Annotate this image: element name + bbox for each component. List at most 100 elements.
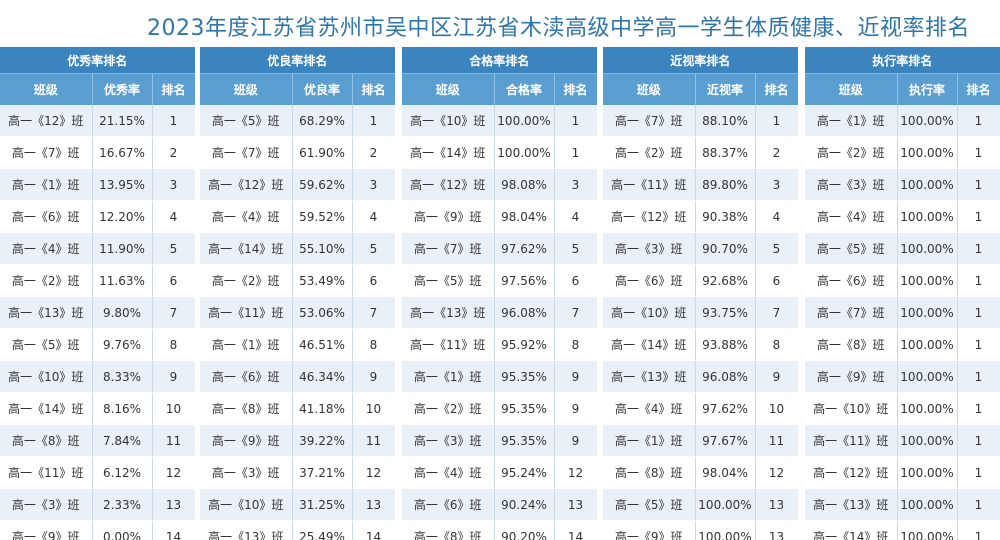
rate-cell: 21.15% (92, 105, 153, 137)
class-cell: 高一《6》班 (603, 264, 696, 297)
rate-cell: 8.33% (92, 360, 153, 393)
class-cell: 高一《12》班 (805, 456, 898, 489)
table-row: 高一《10》班 8.33% 9 (0, 360, 195, 393)
class-cell: 高一《11》班 (402, 328, 495, 361)
class-column-header: 班级 (200, 73, 293, 105)
class-cell: 高一《10》班 (603, 296, 696, 329)
rank-cell: 1 (755, 105, 798, 137)
table-row: 高一《7》班 97.62% 5 (402, 232, 597, 265)
table-row: 高一《2》班 100.00% 1 (805, 136, 1000, 169)
rank-cell: 1 (957, 520, 1000, 540)
class-cell: 高一《10》班 (402, 105, 495, 137)
rank-cell: 1 (554, 105, 597, 137)
rate-cell: 11.63% (92, 264, 153, 297)
table-row: 高一《7》班 16.67% 2 (0, 136, 195, 169)
table-row: 高一《6》班 12.20% 4 (0, 200, 195, 233)
table-row: 高一《3》班 2.33% 13 (0, 488, 195, 521)
class-cell: 高一《7》班 (0, 136, 93, 169)
class-cell: 高一《13》班 (200, 520, 293, 540)
class-column-header: 班级 (0, 73, 93, 105)
class-cell: 高一《6》班 (0, 200, 93, 233)
table-row: 高一《4》班 95.24% 12 (402, 456, 597, 489)
rank-cell: 3 (352, 168, 395, 201)
table-row: 高一《10》班 100.00% 1 (402, 105, 597, 137)
rank-cell: 9 (352, 360, 395, 393)
rate-cell: 95.92% (494, 328, 555, 361)
rank-cell: 12 (755, 456, 798, 489)
class-cell: 高一《9》班 (200, 424, 293, 457)
table-row: 高一《4》班 11.90% 5 (0, 232, 195, 265)
rate-cell: 100.00% (897, 200, 958, 233)
rate-cell: 100.00% (897, 264, 958, 297)
rank-cell: 12 (352, 456, 395, 489)
table-row: 高一《6》班 92.68% 6 (603, 264, 798, 297)
table-row: 高一《5》班 9.76% 8 (0, 328, 195, 361)
rate-cell: 100.00% (897, 296, 958, 329)
rate-cell: 93.88% (695, 328, 756, 361)
class-cell: 高一《8》班 (603, 456, 696, 489)
class-cell: 高一《10》班 (200, 488, 293, 521)
table-row: 高一《2》班 11.63% 6 (0, 264, 195, 297)
table-row: 高一《1》班 13.95% 3 (0, 168, 195, 201)
panel-execution-rate: 执行率排名 班级 执行率 排名 高一《1》班 100.00% 1 高一《2》班 100.00% 1… (805, 47, 1000, 540)
ranking-table: 近视率排名 班级 近视率 排名 高一《7》班 88.10% 1 高一《2》班 88.37% 2 高一… (603, 47, 798, 540)
class-cell: 高一《10》班 (805, 392, 898, 425)
class-column-header: 班级 (805, 73, 898, 105)
rate-cell: 95.35% (494, 392, 555, 425)
rank-cell: 3 (755, 168, 798, 201)
class-cell: 高一《12》班 (603, 200, 696, 233)
table-row: 高一《11》班 95.92% 8 (402, 328, 597, 361)
class-cell: 高一《13》班 (402, 296, 495, 329)
panel-myopia-rate: 近视率排名 班级 近视率 排名 高一《7》班 88.10% 1 高一《2》班 88.37% 2 高一… (603, 47, 798, 540)
table-row: 高一《2》班 88.37% 2 (603, 136, 798, 169)
rate-cell: 100.00% (897, 488, 958, 521)
rank-cell: 1 (957, 136, 1000, 169)
class-cell: 高一《7》班 (200, 136, 293, 169)
rank-cell: 13 (755, 488, 798, 521)
rate-cell: 41.18% (292, 392, 353, 425)
rate-cell: 59.52% (292, 200, 353, 233)
rate-cell: 13.95% (92, 168, 153, 201)
class-cell: 高一《6》班 (402, 488, 495, 521)
rankings-area: 优秀率排名 班级 优秀率 排名 高一《12》班 21.15% 1 高一《7》班 16.67% 2 高… (0, 47, 1000, 540)
rank-cell: 14 (554, 520, 597, 540)
ranking-table: 合格率排名 班级 合格率 排名 高一《10》班 100.00% 1 高一《14》班 100.00… (402, 47, 597, 540)
rank-cell: 6 (755, 264, 798, 297)
rate-cell: 97.56% (494, 264, 555, 297)
panel-excellent-rate: 优秀率排名 班级 优秀率 排名 高一《12》班 21.15% 1 高一《7》班 16.67% 2 高… (0, 47, 195, 540)
rank-cell: 2 (352, 136, 395, 169)
rank-cell: 8 (352, 328, 395, 361)
table-row: 高一《11》班 6.12% 12 (0, 456, 195, 489)
rank-cell: 1 (957, 488, 1000, 521)
rate-cell: 31.25% (292, 488, 353, 521)
rate-cell: 11.90% (92, 232, 153, 265)
rate-cell: 100.00% (897, 392, 958, 425)
rank-cell: 7 (755, 296, 798, 329)
rate-cell: 37.21% (292, 456, 353, 489)
table-row: 高一《3》班 95.35% 9 (402, 424, 597, 457)
table-row: 高一《14》班 8.16% 10 (0, 392, 195, 425)
class-cell: 高一《4》班 (603, 392, 696, 425)
table-row: 高一《10》班 31.25% 13 (200, 488, 395, 521)
class-cell: 高一《11》班 (805, 424, 898, 457)
rank-cell: 9 (554, 360, 597, 393)
rate-cell: 61.90% (292, 136, 353, 169)
rank-cell: 14 (352, 520, 395, 540)
ranking-table: 优良率排名 班级 优良率 排名 高一《5》班 68.29% 1 高一《7》班 61.90% 2 高一… (200, 47, 395, 540)
table-row: 高一《12》班 21.15% 1 (0, 105, 195, 137)
class-cell: 高一《8》班 (200, 392, 293, 425)
rank-cell: 9 (152, 360, 195, 393)
rate-cell: 100.00% (897, 424, 958, 457)
table-row: 高一《4》班 97.62% 10 (603, 392, 798, 425)
rank-cell: 5 (152, 232, 195, 265)
table-row: 高一《12》班 98.08% 3 (402, 168, 597, 201)
rank-cell: 13 (554, 488, 597, 521)
rate-cell: 9.80% (92, 296, 153, 329)
class-cell: 高一《13》班 (805, 488, 898, 521)
class-cell: 高一《13》班 (0, 296, 93, 329)
rate-cell: 100.00% (897, 360, 958, 393)
rate-column-header: 优秀率 (92, 73, 153, 105)
rate-column-header: 合格率 (494, 73, 555, 105)
panel-title: 优良率排名 (200, 47, 395, 74)
rate-cell: 2.33% (92, 488, 153, 521)
